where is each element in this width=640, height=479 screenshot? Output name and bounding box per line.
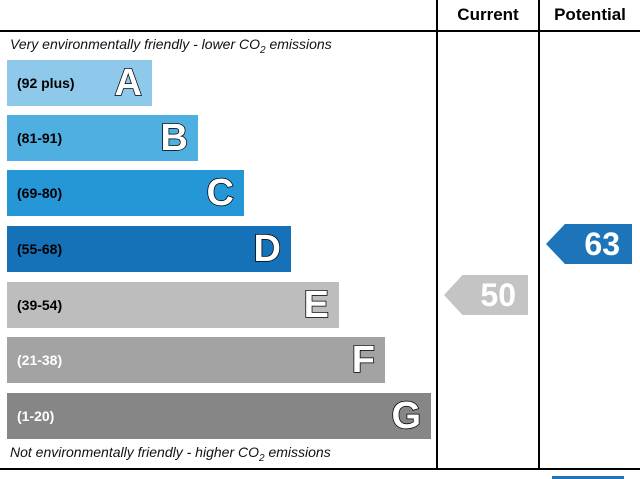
- footer-rule: [0, 468, 640, 470]
- potential-rating-value: 63: [584, 225, 620, 262]
- band-a: (92 plus) A: [7, 60, 152, 106]
- bottom-caption-o: O: [248, 444, 259, 460]
- band-f: (21-38) F: [7, 337, 385, 383]
- band-b: (81-91) B: [7, 115, 198, 161]
- bottom-caption-prefix: Not environmentally friendly - higher C: [10, 444, 249, 460]
- band-d: (55-68) D: [7, 226, 291, 272]
- top-caption: Very environmentally friendly - lower CO…: [10, 36, 332, 56]
- band-g-range: (1-20): [17, 408, 55, 424]
- band-c: (69-80) C: [7, 170, 244, 216]
- current-rating-arrow: 50: [444, 275, 528, 315]
- top-caption-o: O: [249, 36, 261, 52]
- potential-rating-arrow: 63: [546, 224, 632, 264]
- potential-column-header: Potential: [554, 5, 626, 24]
- top-caption-suffix: emissions: [265, 36, 332, 52]
- band-g-letter: G: [391, 395, 422, 437]
- band-c-range: (69-80): [17, 185, 63, 201]
- band-f-range: (21-38): [17, 352, 63, 368]
- band-d-letter: D: [253, 228, 282, 270]
- band-a-range: (92 plus): [17, 75, 75, 91]
- divider-middle: [538, 0, 540, 470]
- band-c-letter: C: [206, 172, 235, 214]
- band-g: (1-20) G: [7, 393, 431, 439]
- bottom-caption: Not environmentally friendly - higher CO…: [10, 444, 331, 464]
- current-column-header: Current: [457, 5, 519, 24]
- band-d-range: (55-68): [17, 241, 63, 257]
- band-b-range: (81-91): [17, 130, 63, 146]
- header-rule: [0, 30, 640, 32]
- top-caption-sub: 2: [260, 44, 266, 56]
- current-rating-value: 50: [480, 276, 516, 313]
- band-f-letter: F: [351, 339, 376, 381]
- band-b-letter: B: [160, 117, 189, 159]
- band-e-letter: E: [303, 284, 330, 326]
- band-e: (39-54) E: [7, 282, 339, 328]
- divider-left: [436, 0, 438, 470]
- bottom-caption-sub: 2: [259, 452, 265, 464]
- top-caption-prefix: Very environmentally friendly - lower C: [10, 36, 250, 52]
- band-a-letter: A: [114, 62, 143, 104]
- band-e-range: (39-54): [17, 297, 63, 313]
- bottom-caption-suffix: emissions: [264, 444, 331, 460]
- footer-accent: [552, 476, 624, 479]
